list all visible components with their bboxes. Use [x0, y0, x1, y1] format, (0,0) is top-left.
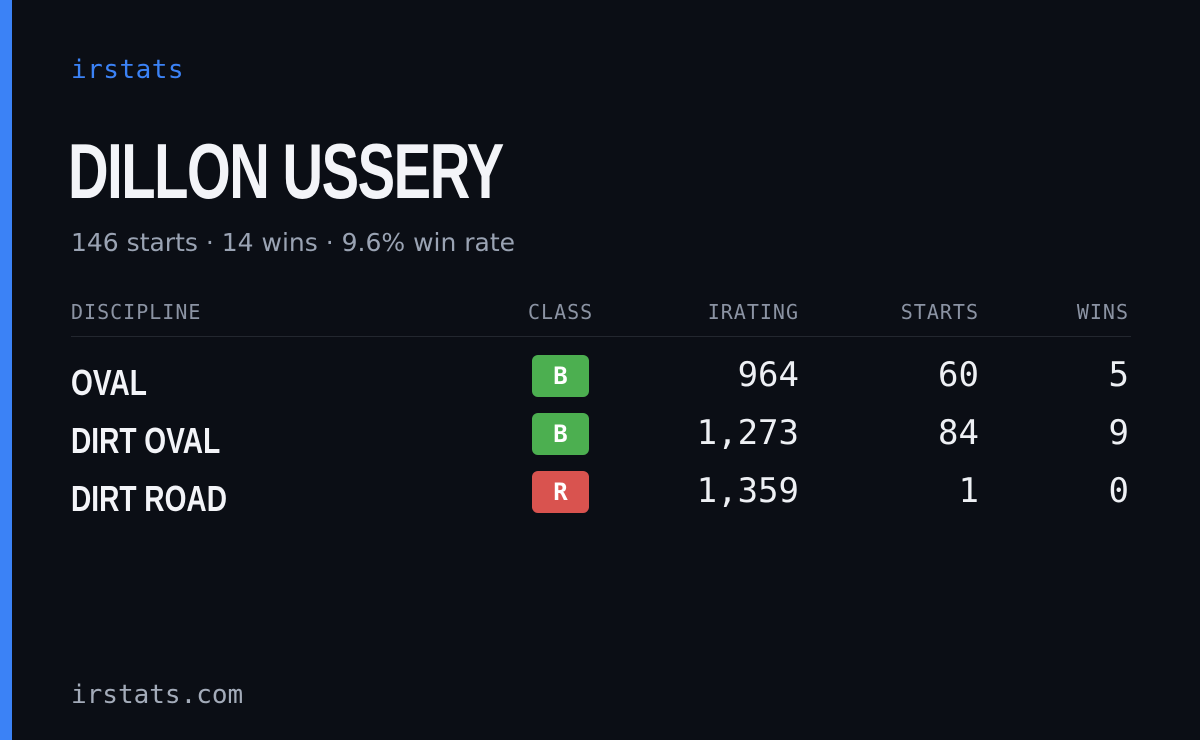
column-header-irating: IRATING	[707, 300, 799, 324]
column-header-discipline: DISCIPLINE	[71, 300, 202, 324]
wins-value: 9	[1108, 413, 1129, 453]
irating-value: 1,273	[696, 413, 799, 453]
table-row: OVAL B 964 60 5	[71, 353, 1131, 411]
brand-logo: irstats	[71, 55, 185, 85]
table-row: DIRT OVAL B 1,273 84 9	[71, 411, 1131, 469]
column-header-class: CLASS	[528, 300, 594, 324]
driver-name: DILLON USSERY	[68, 127, 504, 215]
starts-value: 84	[938, 413, 979, 453]
column-header-starts: STARTS	[900, 300, 979, 324]
starts-value: 1	[958, 471, 979, 511]
footer-site-link[interactable]: irstats.com	[71, 680, 244, 710]
driver-summary: 146 starts · 14 wins · 9.6% win rate	[71, 228, 516, 257]
discipline-name: OVAL	[71, 362, 147, 403]
starts-value: 60	[938, 355, 979, 395]
accent-bar	[0, 0, 12, 740]
class-badge: B	[532, 355, 589, 397]
class-badge: B	[532, 413, 589, 455]
wins-value: 0	[1108, 471, 1129, 511]
stats-table: DISCIPLINE CLASS IRATING STARTS WINS OVA…	[71, 296, 1131, 527]
class-badge: R	[532, 471, 589, 513]
discipline-name: DIRT OVAL	[71, 420, 221, 461]
table-body: OVAL B 964 60 5 DIRT OVAL B 1,273 84 9 D…	[71, 337, 1131, 527]
irating-value: 1,359	[696, 471, 799, 511]
discipline-name: DIRT ROAD	[71, 478, 227, 519]
table-header: DISCIPLINE CLASS IRATING STARTS WINS	[71, 296, 1131, 337]
column-header-wins: WINS	[1076, 300, 1129, 324]
table-row: DIRT ROAD R 1,359 1 0	[71, 469, 1131, 527]
wins-value: 5	[1108, 355, 1129, 395]
irating-value: 964	[737, 355, 799, 395]
